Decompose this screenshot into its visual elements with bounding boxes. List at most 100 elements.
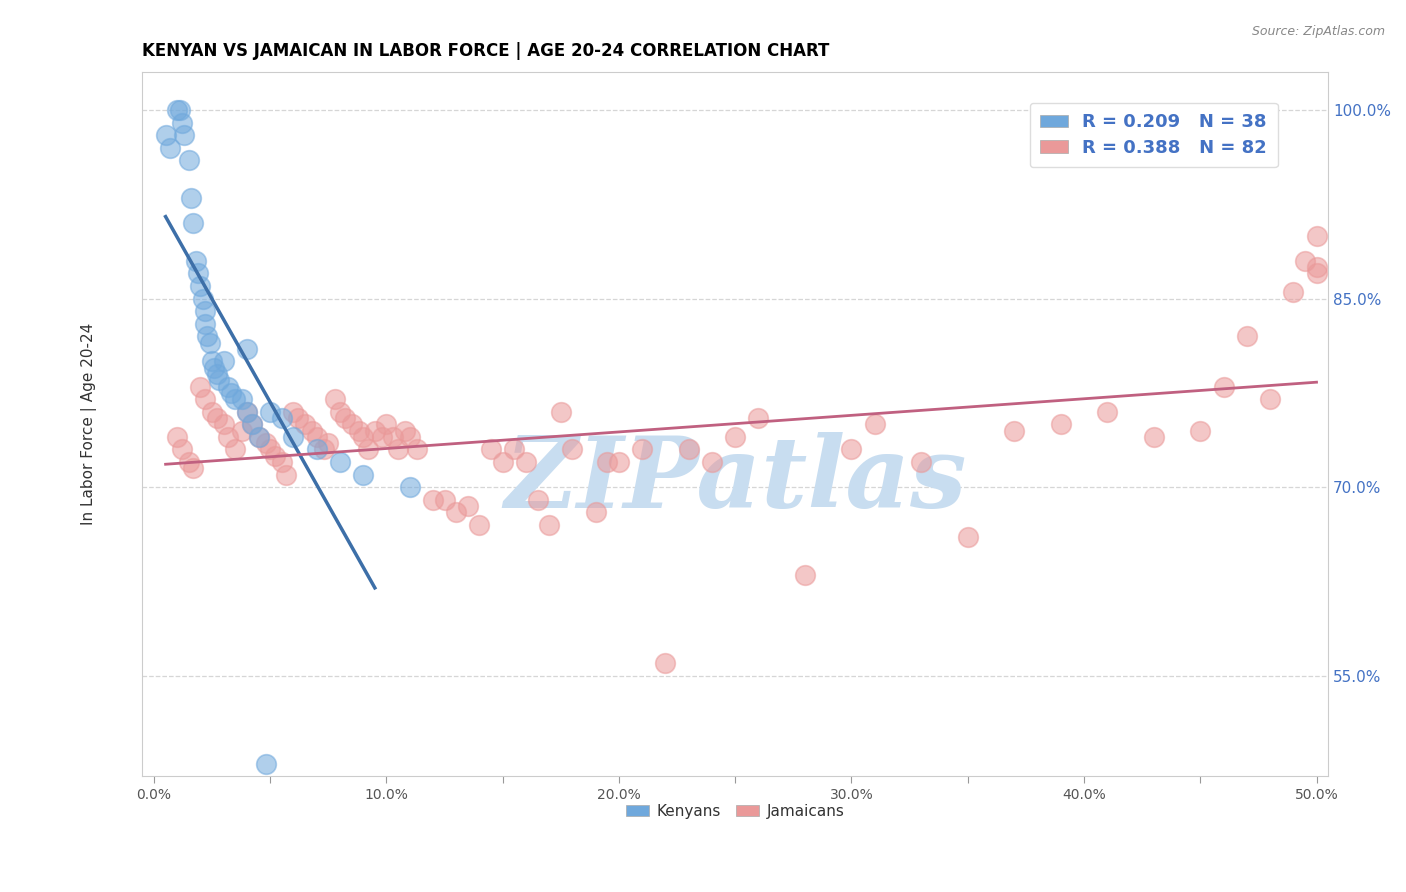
Point: [202, 360, 225, 375]
Point: [700, 455, 723, 469]
Point: [217, 430, 239, 444]
Point: [550, 405, 572, 419]
Point: [224, 442, 246, 457]
Point: [236, 405, 259, 419]
Point: [166, 103, 188, 117]
Point: [1258, 392, 1281, 406]
Point: [1294, 254, 1316, 268]
Point: [863, 417, 886, 432]
Point: [159, 141, 181, 155]
Point: [352, 467, 374, 482]
Point: [191, 292, 214, 306]
Point: [169, 103, 191, 117]
Point: [538, 517, 561, 532]
Point: [184, 254, 207, 268]
Point: [197, 329, 219, 343]
Point: [607, 455, 630, 469]
Point: [841, 442, 863, 457]
Point: [371, 430, 394, 444]
Point: [747, 411, 769, 425]
Point: [457, 499, 479, 513]
Text: In Labor Force | Age 20-24: In Labor Force | Age 20-24: [82, 323, 97, 525]
Point: [503, 442, 526, 457]
Point: [231, 392, 253, 406]
Point: [340, 417, 363, 432]
Point: [526, 492, 548, 507]
Point: [170, 442, 193, 457]
Point: [364, 424, 387, 438]
Point: [329, 405, 352, 419]
Point: [173, 128, 195, 143]
Point: [183, 461, 205, 475]
Point: [166, 430, 188, 444]
Point: [1049, 417, 1071, 432]
Point: [254, 756, 277, 771]
Point: [219, 385, 242, 400]
Text: Source: ZipAtlas.com: Source: ZipAtlas.com: [1251, 25, 1385, 38]
Point: [422, 492, 444, 507]
Point: [631, 442, 654, 457]
Point: [910, 455, 932, 469]
Point: [1305, 228, 1327, 243]
Point: [1002, 424, 1025, 438]
Point: [240, 417, 263, 432]
Point: [382, 430, 405, 444]
Point: [301, 424, 323, 438]
Point: [585, 505, 607, 519]
Point: [468, 517, 491, 532]
Point: [205, 411, 228, 425]
Point: [270, 455, 292, 469]
Point: [1097, 405, 1119, 419]
Point: [224, 392, 246, 406]
Text: ZIPatlas: ZIPatlas: [503, 433, 966, 529]
Point: [201, 354, 224, 368]
Point: [312, 442, 335, 457]
Point: [596, 455, 619, 469]
Point: [724, 430, 747, 444]
Point: [177, 153, 200, 168]
Point: [283, 430, 305, 444]
Point: [194, 304, 217, 318]
Point: [217, 379, 239, 393]
Point: [678, 442, 700, 457]
Point: [247, 430, 270, 444]
Point: [170, 116, 193, 130]
Point: [492, 455, 515, 469]
Point: [305, 442, 328, 457]
Point: [205, 367, 228, 381]
Point: [247, 430, 270, 444]
Point: [333, 411, 356, 425]
Point: [263, 449, 285, 463]
Point: [190, 279, 212, 293]
Point: [956, 530, 979, 544]
Point: [398, 480, 420, 494]
Point: [1305, 260, 1327, 275]
Point: [187, 267, 209, 281]
Point: [283, 405, 305, 419]
Point: [294, 417, 316, 432]
Point: [236, 342, 259, 356]
Point: [444, 505, 467, 519]
Legend: Kenyans, Jamaicans: Kenyans, Jamaicans: [620, 797, 851, 825]
Point: [794, 568, 817, 582]
Point: [259, 442, 281, 457]
Point: [479, 442, 502, 457]
Point: [287, 411, 309, 425]
Point: [323, 392, 346, 406]
Point: [387, 442, 409, 457]
Point: [236, 405, 259, 419]
Point: [183, 216, 205, 230]
Point: [375, 417, 398, 432]
Point: [190, 379, 212, 393]
Point: [405, 442, 427, 457]
Point: [276, 467, 298, 482]
Point: [194, 392, 217, 406]
Point: [177, 455, 200, 469]
Point: [329, 455, 352, 469]
Point: [194, 317, 217, 331]
Point: [1212, 379, 1234, 393]
Point: [515, 455, 537, 469]
Text: KENYAN VS JAMAICAN IN LABOR FORCE | AGE 20-24 CORRELATION CHART: KENYAN VS JAMAICAN IN LABOR FORCE | AGE …: [142, 42, 830, 60]
Point: [208, 373, 231, 387]
Point: [1282, 285, 1305, 300]
